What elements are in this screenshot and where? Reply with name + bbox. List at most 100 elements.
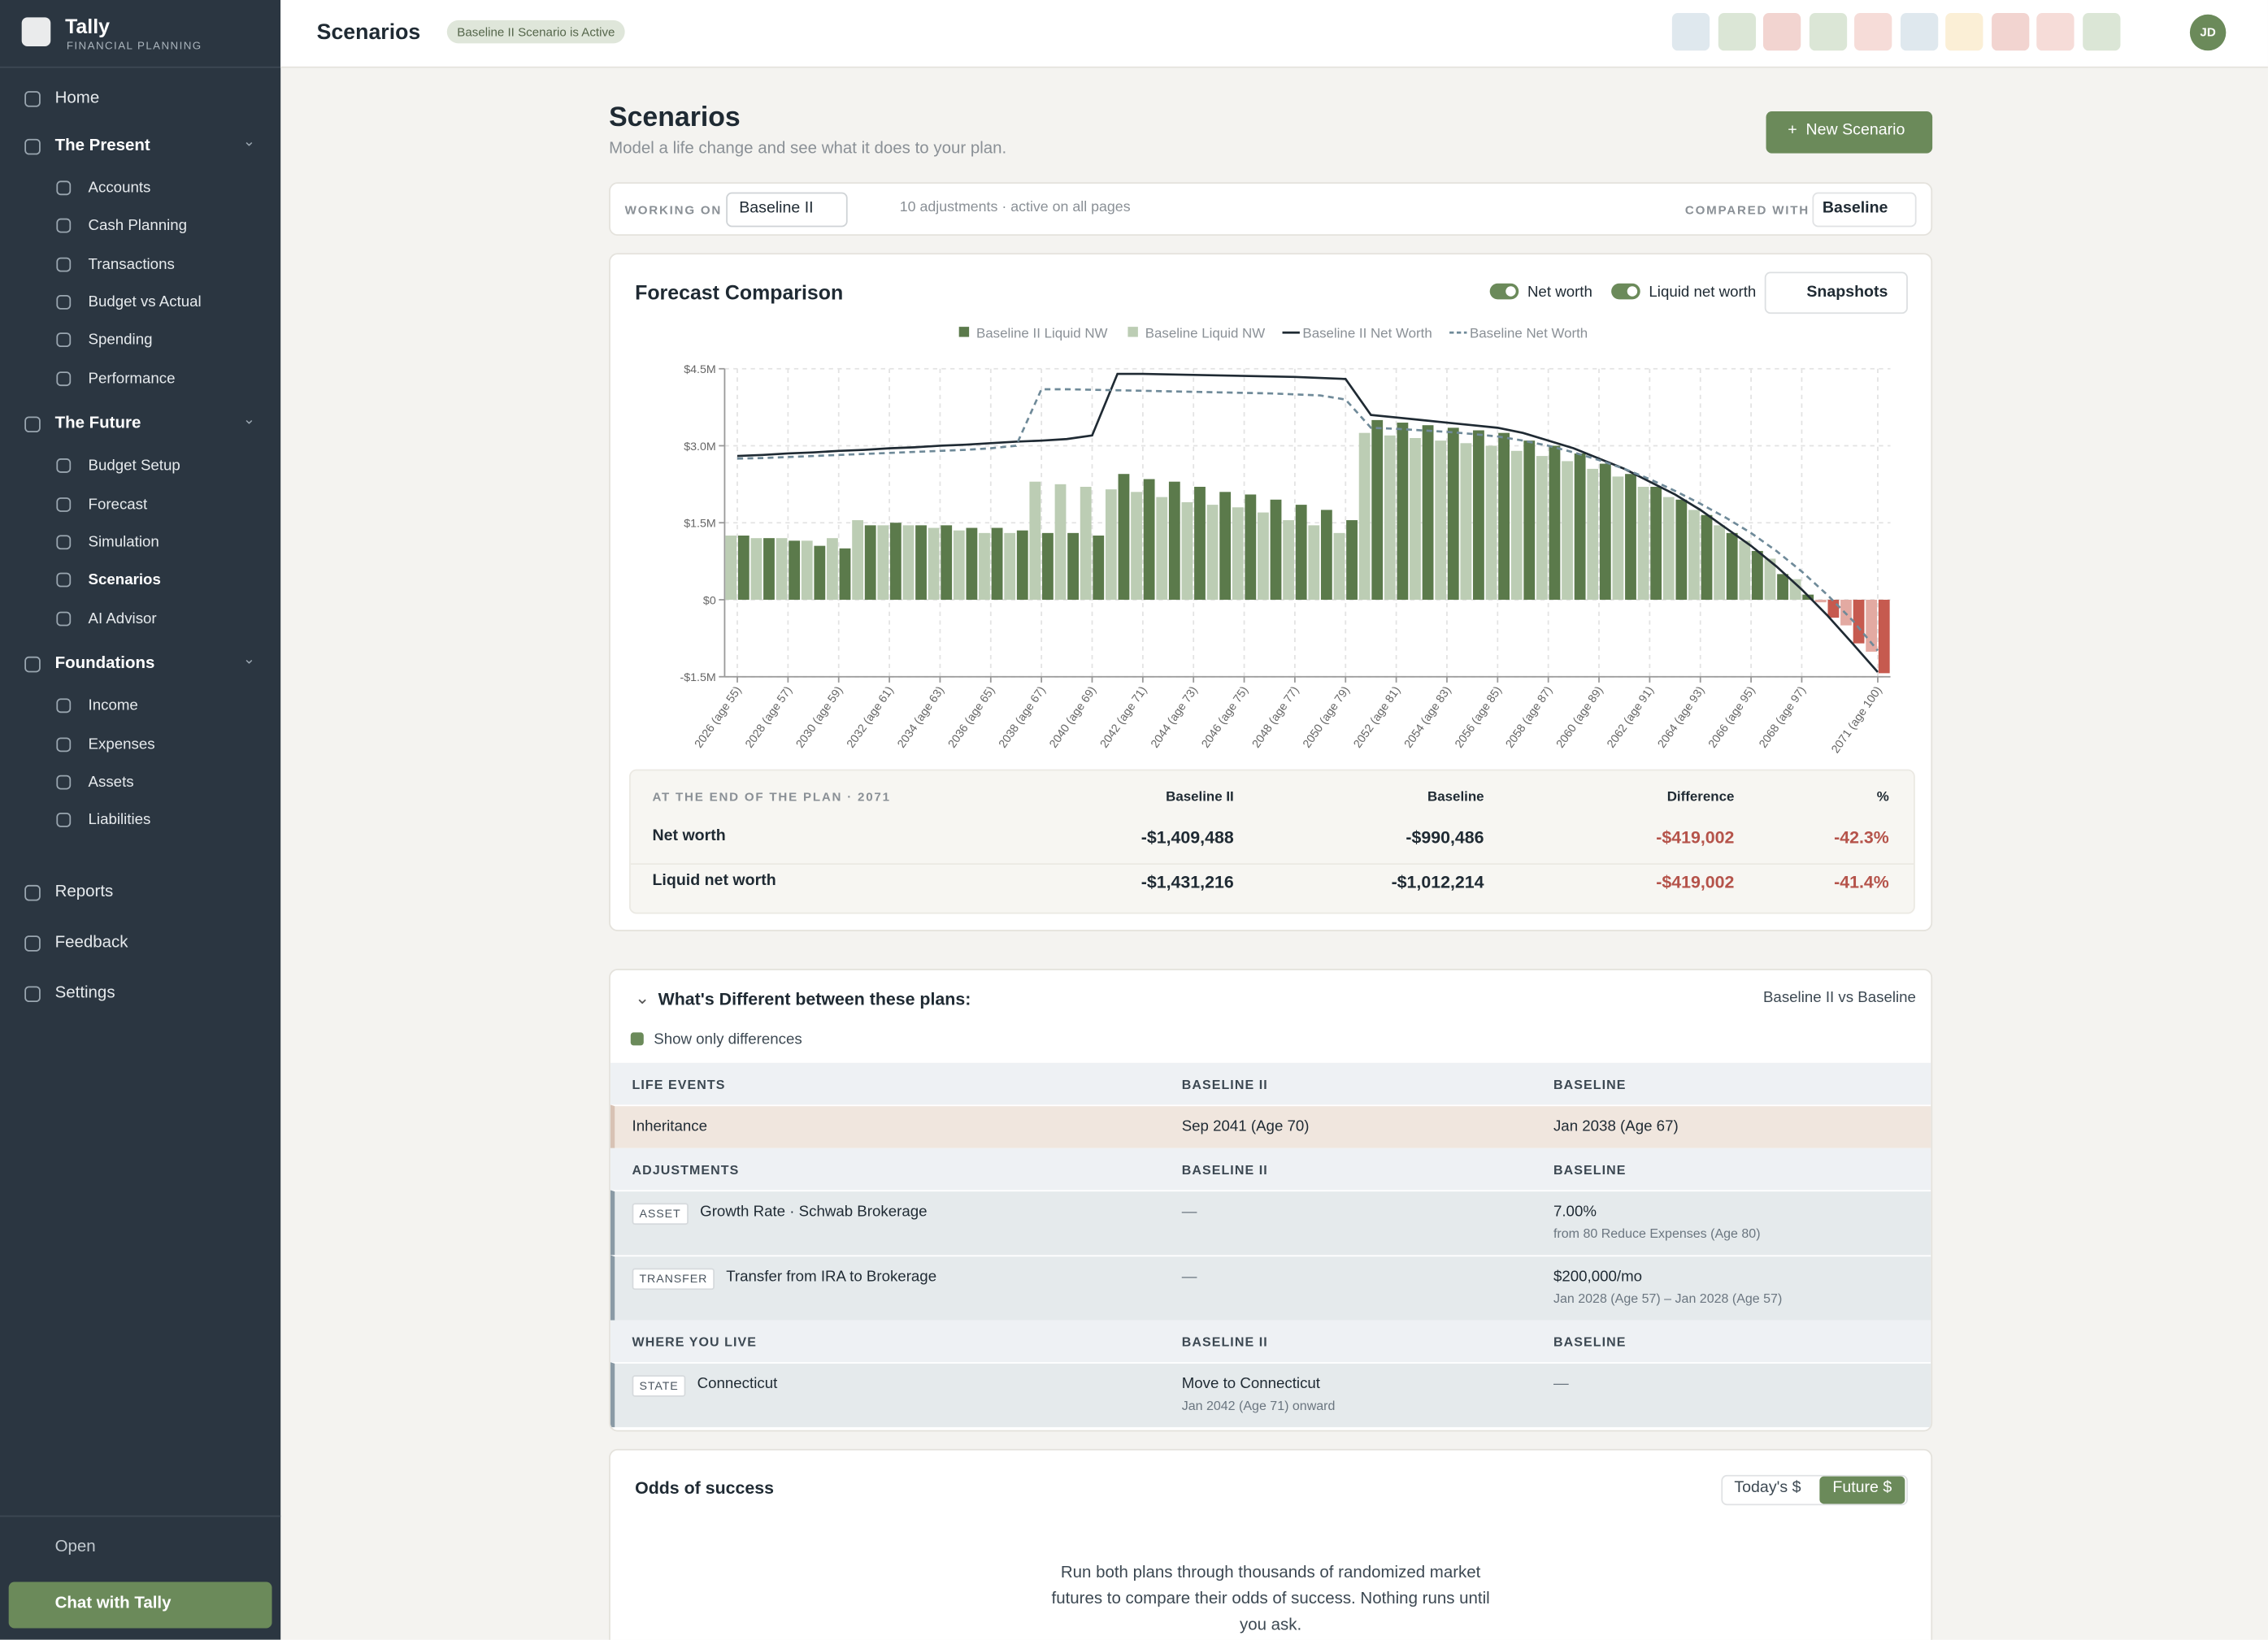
x-tick-label: 2036 (age 65) xyxy=(946,684,998,751)
bar xyxy=(1384,435,1396,600)
nav-item[interactable]: Expenses xyxy=(88,735,155,753)
section-header xyxy=(610,1320,1931,1363)
cell: -42.3% xyxy=(1834,827,1889,848)
toggle-label: Liquid net worth xyxy=(1649,283,1757,302)
tool-button[interactable] xyxy=(1671,13,1710,51)
bar xyxy=(1675,499,1688,600)
bar xyxy=(1751,550,1763,600)
working-bar: WORKING ON Baseline II 10 adjustments · … xyxy=(609,182,1933,236)
x-tick-label: 2062 (age 91) xyxy=(1605,684,1657,751)
cell: -$1,012,214 xyxy=(1391,871,1484,892)
nav-icon xyxy=(24,138,41,155)
nav-item[interactable]: Liabilities xyxy=(88,811,151,829)
tool-button[interactable] xyxy=(1991,13,2029,51)
nav-item[interactable]: Scenarios xyxy=(88,571,161,589)
tool-button[interactable] xyxy=(1809,13,1847,51)
nav-item[interactable]: Settings xyxy=(54,984,115,1003)
bar xyxy=(1498,432,1510,600)
bar xyxy=(1143,479,1155,600)
nav-item[interactable]: Simulation xyxy=(88,533,159,551)
bar xyxy=(1853,599,1865,644)
tool-button[interactable] xyxy=(2082,13,2120,51)
x-tick-label: 2034 (age 63) xyxy=(895,684,947,751)
bar xyxy=(1485,445,1497,600)
bar xyxy=(1054,484,1067,600)
bar xyxy=(1510,450,1523,600)
x-tick-label: 2056 (age 85) xyxy=(1453,684,1505,751)
nav-item[interactable]: AI Advisor xyxy=(88,609,157,627)
nav-item[interactable]: Budget Setup xyxy=(88,457,180,475)
compare-select[interactable] xyxy=(1812,192,1917,228)
bar xyxy=(1397,423,1409,600)
bar xyxy=(1562,461,1573,600)
legend-swatch xyxy=(958,327,970,337)
nav-item[interactable]: Assets xyxy=(88,773,134,792)
nav-icon xyxy=(56,219,72,233)
new-scenario-button[interactable] xyxy=(1766,111,1933,154)
bar xyxy=(1714,525,1726,600)
bar xyxy=(915,525,927,600)
nav-item[interactable]: Cash Planning xyxy=(88,217,188,235)
nav-icon xyxy=(24,91,41,107)
chevron: ⌄ xyxy=(242,412,255,429)
nav-icon xyxy=(56,371,72,386)
column-header: % xyxy=(1876,789,1889,806)
bar xyxy=(1814,599,1827,603)
nav-icon xyxy=(56,535,72,549)
bar xyxy=(1358,432,1371,600)
cell: -$1,431,216 xyxy=(1141,871,1234,892)
cell: -$990,486 xyxy=(1406,827,1484,848)
x-tick-label: 2048 (age 77) xyxy=(1250,684,1302,751)
chat-button[interactable] xyxy=(8,1581,272,1629)
bar xyxy=(1308,525,1320,600)
x-tick-label: 2030 (age 59) xyxy=(793,684,845,751)
section-column: BASELINE II xyxy=(1181,1334,1268,1350)
tool-button[interactable] xyxy=(1945,13,1983,51)
nav-icon xyxy=(56,497,72,512)
bar xyxy=(1295,505,1307,600)
bar xyxy=(953,530,965,600)
toggle-active xyxy=(1819,1476,1905,1504)
bar xyxy=(1764,558,1776,600)
nav-item[interactable]: Income xyxy=(88,697,138,715)
nav-item[interactable]: Performance xyxy=(88,369,176,387)
nav-item[interactable]: Feedback xyxy=(54,934,128,952)
filter-label: Show only differences xyxy=(654,1030,802,1048)
avatar[interactable]: JD xyxy=(2189,14,2227,51)
tool-button[interactable] xyxy=(1717,13,1756,51)
label: WORKING ON xyxy=(624,202,723,217)
tool-button[interactable] xyxy=(2127,13,2166,51)
checkbox[interactable] xyxy=(630,1032,644,1046)
nav-item[interactable]: Budget vs Actual xyxy=(88,293,202,311)
bar xyxy=(1067,532,1080,600)
nav-item[interactable]: Forecast xyxy=(88,495,148,513)
x-tick-label: 2028 (age 57) xyxy=(743,684,795,751)
nav-group[interactable]: The Future xyxy=(54,415,141,433)
open-link[interactable]: Open xyxy=(54,1538,96,1556)
nav-item[interactable]: Transactions xyxy=(88,255,175,273)
scenario-select[interactable] xyxy=(726,192,848,228)
nav-item[interactable]: Reports xyxy=(54,883,114,901)
tool-button[interactable] xyxy=(1762,13,1801,51)
tool-button[interactable] xyxy=(1854,13,1892,51)
nav-item[interactable]: Accounts xyxy=(88,179,151,197)
nav-group[interactable]: The Present xyxy=(54,137,150,155)
nav-item[interactable]: Home xyxy=(54,89,100,107)
diff-row xyxy=(610,1362,1931,1428)
nav-item[interactable]: Spending xyxy=(88,331,153,349)
cell: -$419,002 xyxy=(1656,827,1735,848)
tool-button[interactable] xyxy=(1900,13,1938,51)
nav-group[interactable]: Foundations xyxy=(54,655,155,673)
tool-button[interactable] xyxy=(2036,13,2075,51)
active-badge: Baseline II Scenario is Active xyxy=(446,20,625,44)
option[interactable]: Today's $ xyxy=(1734,1479,1801,1497)
option[interactable]: Future $ xyxy=(1832,1479,1892,1497)
bar xyxy=(814,545,826,600)
bar xyxy=(750,538,763,600)
snapshots-button[interactable] xyxy=(1764,271,1908,315)
cell-note: Jan 2028 (Age 57) – Jan 2028 (Age 57) xyxy=(1553,1291,1783,1306)
bar xyxy=(1827,599,1840,618)
y-tick-label: $0 xyxy=(703,594,716,607)
bar xyxy=(1777,574,1788,600)
x-tick-label: 2044 (age 73) xyxy=(1149,684,1201,751)
